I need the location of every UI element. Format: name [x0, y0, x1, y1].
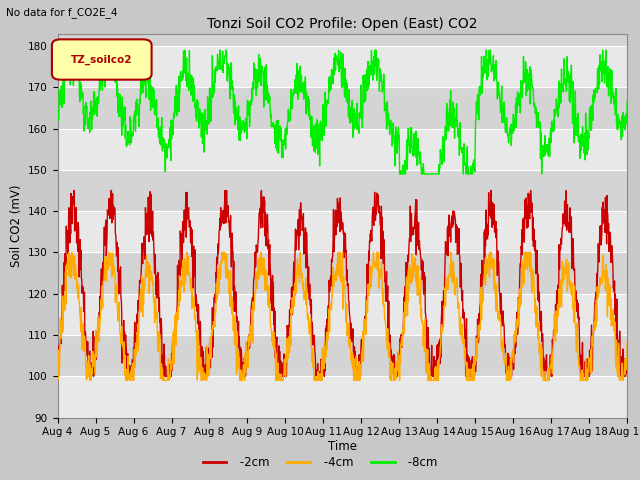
X-axis label: Time: Time [328, 440, 357, 453]
-4cm [65, 250, 72, 255]
Line: -8cm: -8cm [58, 50, 627, 174]
Bar [58, 294, 627, 335]
-2cm [181, 215, 189, 221]
-4cm [168, 360, 175, 366]
-2cm [623, 364, 631, 370]
-8cm [623, 98, 631, 104]
-2cm [245, 346, 253, 351]
Bar [58, 170, 627, 211]
-8cm [167, 157, 175, 163]
Text: TZ_soilco2: TZ_soilco2 [70, 55, 132, 65]
Text: No data for f_CO2E_4: No data for f_CO2E_4 [6, 7, 118, 18]
Bar [58, 335, 627, 376]
-8cm [244, 112, 252, 118]
-8cm [63, 47, 70, 53]
-8cm [181, 61, 189, 67]
Bar [58, 376, 627, 418]
Line: -2cm: -2cm [58, 191, 627, 376]
-2cm [432, 373, 440, 379]
Legend:  -2cm,  -4cm,  -8cm: -2cm, -4cm, -8cm [198, 452, 442, 474]
Bar [58, 252, 627, 294]
-4cm [245, 344, 253, 350]
-4cm [181, 271, 189, 277]
Bar [58, 211, 627, 252]
-8cm [506, 126, 514, 132]
Bar [58, 129, 627, 170]
-4cm [556, 301, 564, 307]
Bar [58, 87, 627, 129]
-2cm [168, 373, 175, 379]
-4cm [54, 375, 61, 381]
-2cm [70, 188, 77, 193]
Y-axis label: Soil CO2 (mV): Soil CO2 (mV) [10, 184, 22, 267]
-4cm [86, 378, 93, 384]
-4cm [623, 339, 631, 345]
FancyBboxPatch shape [52, 39, 152, 80]
-8cm [54, 118, 61, 124]
-2cm [506, 357, 514, 363]
-2cm [88, 373, 95, 379]
-8cm [556, 81, 564, 86]
Line: -4cm: -4cm [58, 252, 627, 381]
-2cm [556, 247, 564, 253]
-4cm [432, 364, 440, 370]
Bar [58, 46, 627, 87]
-8cm [432, 171, 440, 177]
Title: Tonzi Soil CO2 Profile: Open (East) CO2: Tonzi Soil CO2 Profile: Open (East) CO2 [207, 17, 477, 31]
-8cm [396, 171, 403, 177]
-2cm [54, 358, 61, 363]
-4cm [506, 378, 514, 384]
